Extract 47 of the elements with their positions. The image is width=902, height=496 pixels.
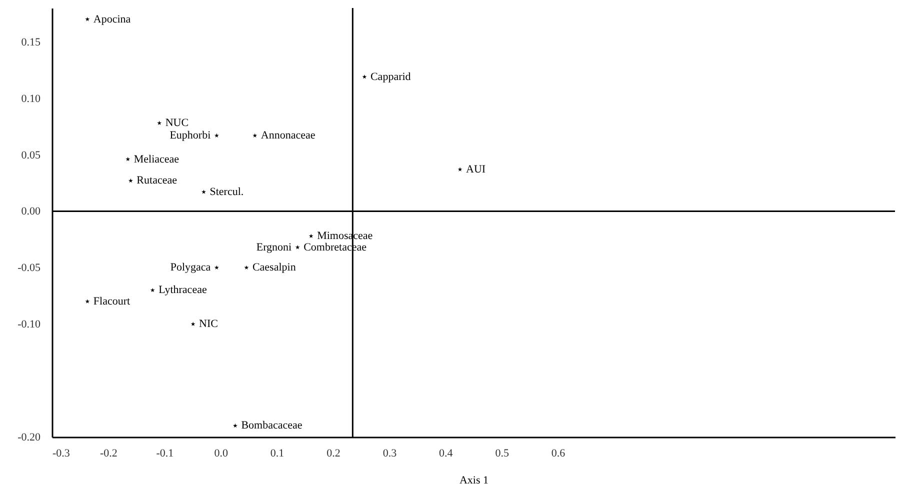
point [128,178,133,183]
x-tick-label: 0.0 [214,448,228,460]
annotation: NUC [165,117,189,130]
annotation: Meliaceae [134,153,180,166]
point [214,265,219,270]
annotation: Stercul. [210,186,244,198]
y-tick-label: -0.20 [18,432,41,444]
x-tick-label: 0.2 [326,448,340,460]
x-tick-label: 0.6 [551,448,566,460]
y-tick-label: -0.05 [18,262,41,274]
y-tick-label: 0.15 [21,36,41,48]
annotation: Rutaceae [136,174,178,187]
point [157,120,162,126]
y-tick-label: 0.00 [21,206,41,218]
point [252,133,258,138]
x-tick-label: 0.4 [439,448,454,460]
point [126,156,130,162]
annotation: Flacourt [93,296,130,308]
y-tick-label: 0.10 [21,92,41,105]
annotation: Lythraceae [158,284,207,296]
point [150,288,155,292]
point [214,133,219,138]
point [232,423,238,428]
annotation: Capparid [370,70,412,83]
annotation: Annonaceae [260,130,316,142]
x-tick-label: -0.3 [52,448,70,460]
x-tick-label: 0.1 [270,448,284,460]
annotation: Bombacaceae [241,420,302,432]
annotation: Ergnoni [256,241,292,254]
point [85,16,90,22]
x-tick-label: -0.2 [100,448,118,460]
point [458,167,462,172]
point [295,244,300,250]
point [362,74,367,79]
x-tick-label: 0.5 [495,448,510,460]
annotation: Polygaca [170,262,211,274]
point [202,190,206,194]
annotation: Caesalpin [252,262,296,274]
x-tick-label: 0.3 [382,448,398,460]
annotation: Apocina [93,13,131,26]
x-tick-label: -0.1 [156,448,174,460]
annotation: AUI [466,163,486,176]
x-axis-title: Axis 1 [459,474,489,486]
annotation: NIC [199,318,218,330]
y-tick-label: 0.05 [21,149,41,162]
annotation: Euphorbi [170,130,211,142]
y-tick-label: -0.10 [18,318,41,331]
